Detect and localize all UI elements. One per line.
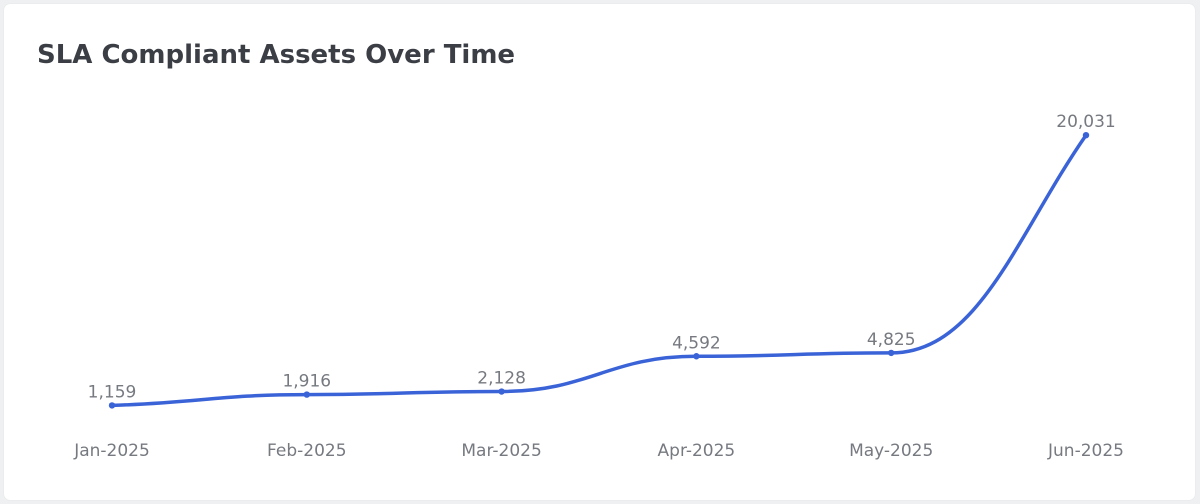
series-layer [108,131,1090,409]
chart-card: SLA Compliant Assets Over Time [4,4,1195,500]
data-point-may-2025[interactable] [888,349,895,357]
x-tick-label-apr-2025: Apr-2025 [658,441,736,461]
x-tick-label-feb-2025: Feb-2025 [267,441,347,461]
data-point-jun-2025[interactable] [1082,131,1090,139]
data-point-mar-2025[interactable] [498,388,505,395]
x-tick-label-jun-2025: Jun-2025 [1047,441,1124,461]
data-label-jan-2025: 1,159 [88,382,137,402]
data-label-mar-2025: 2,128 [477,369,526,389]
data-point-jan-2025[interactable] [108,402,116,409]
data-point-apr-2025[interactable] [693,353,700,360]
x-tick-label-mar-2025: Mar-2025 [461,441,541,461]
data-label-feb-2025: 1,916 [282,372,331,392]
data-labels-layer: 1,159 1,916 2,128 4,592 4,825 20,031 [88,112,1116,402]
x-axis: Jan-2025 Feb-2025 Mar-2025 Apr-2025 May-2025… [73,441,1124,461]
data-point-feb-2025[interactable] [303,391,310,398]
data-label-may-2025: 4,825 [867,330,916,350]
series-line [110,133,1088,408]
data-label-apr-2025: 4,592 [672,333,721,353]
chart-title: SLA Compliant Assets Over Time [37,40,516,70]
data-label-jun-2025: 20,031 [1056,112,1115,132]
x-tick-label-jan-2025: Jan-2025 [73,441,150,461]
x-tick-label-may-2025: May-2025 [849,441,933,461]
